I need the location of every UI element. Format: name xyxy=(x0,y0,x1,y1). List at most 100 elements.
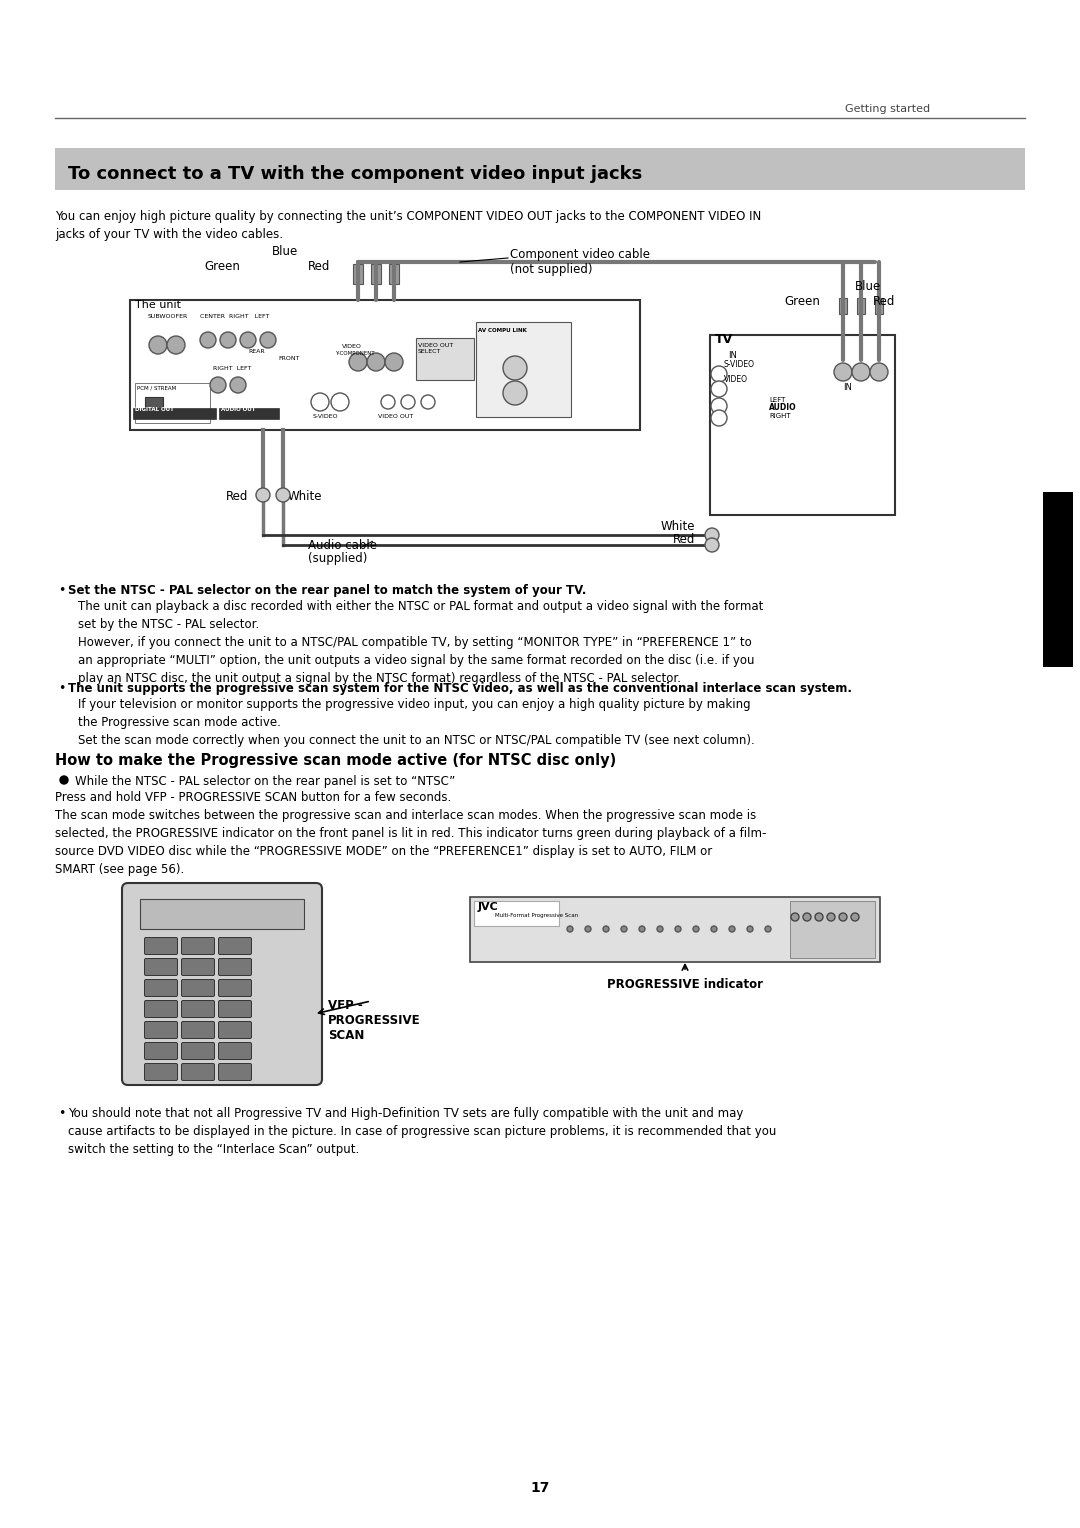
Circle shape xyxy=(711,367,727,382)
Circle shape xyxy=(675,926,681,932)
Circle shape xyxy=(621,926,627,932)
Circle shape xyxy=(711,926,717,932)
Text: Red: Red xyxy=(226,490,248,503)
Text: Y-COMPONENT: Y-COMPONENT xyxy=(335,351,375,356)
FancyBboxPatch shape xyxy=(181,938,215,955)
Bar xyxy=(219,408,279,419)
Circle shape xyxy=(260,332,276,348)
FancyBboxPatch shape xyxy=(181,1063,215,1080)
FancyBboxPatch shape xyxy=(145,979,177,996)
Bar xyxy=(133,408,216,419)
Text: Green: Green xyxy=(204,260,240,274)
Bar xyxy=(389,264,399,284)
Text: 17: 17 xyxy=(530,1481,550,1494)
Text: •: • xyxy=(58,681,66,695)
Text: Getting started: Getting started xyxy=(845,104,930,115)
Text: S-VIDEO: S-VIDEO xyxy=(724,361,755,368)
FancyBboxPatch shape xyxy=(145,1063,177,1080)
Circle shape xyxy=(60,776,68,784)
Circle shape xyxy=(827,914,835,921)
Text: REAR: REAR xyxy=(248,348,265,354)
Text: The unit can playback a disc recorded with either the NTSC or PAL format and out: The unit can playback a disc recorded wi… xyxy=(78,601,764,685)
Circle shape xyxy=(747,926,753,932)
Circle shape xyxy=(839,914,847,921)
Text: IN: IN xyxy=(728,351,737,361)
Text: SUBWOOFER: SUBWOOFER xyxy=(148,313,188,319)
Text: FRONT: FRONT xyxy=(278,356,299,361)
Circle shape xyxy=(421,396,435,410)
Text: Blue: Blue xyxy=(272,244,298,258)
Circle shape xyxy=(200,332,216,348)
Circle shape xyxy=(852,364,870,380)
Text: Component video cable: Component video cable xyxy=(510,248,650,261)
Text: AV COMPU LINK: AV COMPU LINK xyxy=(478,329,527,333)
Text: TV: TV xyxy=(715,333,733,345)
FancyBboxPatch shape xyxy=(145,1001,177,1018)
Circle shape xyxy=(870,364,888,380)
Text: JVC: JVC xyxy=(478,902,499,912)
Text: Blue: Blue xyxy=(855,280,881,293)
Circle shape xyxy=(256,487,270,503)
Text: CENTER  RIGHT   LEFT: CENTER RIGHT LEFT xyxy=(200,313,269,319)
Circle shape xyxy=(711,410,727,426)
Text: AUDIO: AUDIO xyxy=(769,403,797,413)
Text: •: • xyxy=(58,1106,66,1120)
Bar xyxy=(140,898,303,929)
FancyBboxPatch shape xyxy=(145,938,177,955)
Circle shape xyxy=(705,538,719,552)
Text: RIGHT  LEFT: RIGHT LEFT xyxy=(213,367,252,371)
Circle shape xyxy=(585,926,591,932)
Circle shape xyxy=(381,396,395,410)
Bar xyxy=(875,298,883,313)
Text: VFP -
PROGRESSIVE
SCAN: VFP - PROGRESSIVE SCAN xyxy=(328,999,420,1042)
Circle shape xyxy=(639,926,645,932)
Text: Red: Red xyxy=(308,260,330,274)
Text: VIDEO: VIDEO xyxy=(342,344,362,348)
Text: VIDEO: VIDEO xyxy=(724,374,748,384)
Text: VIDEO OUT: VIDEO OUT xyxy=(378,414,414,419)
FancyBboxPatch shape xyxy=(218,958,252,975)
FancyBboxPatch shape xyxy=(145,958,177,975)
Text: Multi-Format Progressive Scan: Multi-Format Progressive Scan xyxy=(495,914,578,918)
Circle shape xyxy=(167,336,185,354)
Circle shape xyxy=(729,926,735,932)
Bar xyxy=(145,397,163,410)
Circle shape xyxy=(804,914,811,921)
Text: RIGHT: RIGHT xyxy=(769,413,791,419)
Circle shape xyxy=(851,914,859,921)
FancyBboxPatch shape xyxy=(218,1001,252,1018)
Circle shape xyxy=(401,396,415,410)
Circle shape xyxy=(503,356,527,380)
Text: VIDEO OUT
SELECT: VIDEO OUT SELECT xyxy=(418,342,454,354)
Text: The unit supports the progressive scan system for the NTSC video, as well as the: The unit supports the progressive scan s… xyxy=(68,681,852,695)
FancyBboxPatch shape xyxy=(218,938,252,955)
FancyBboxPatch shape xyxy=(218,1063,252,1080)
Bar xyxy=(416,338,474,380)
FancyBboxPatch shape xyxy=(218,1022,252,1039)
Circle shape xyxy=(210,377,226,393)
Bar xyxy=(858,298,865,313)
Circle shape xyxy=(384,353,403,371)
FancyBboxPatch shape xyxy=(181,958,215,975)
Text: Audio cable: Audio cable xyxy=(308,539,377,552)
Bar xyxy=(353,264,363,284)
Text: Red: Red xyxy=(873,295,895,309)
Text: (supplied): (supplied) xyxy=(308,552,367,565)
FancyBboxPatch shape xyxy=(145,1022,177,1039)
Text: PCM / STREAM: PCM / STREAM xyxy=(137,385,176,390)
Bar xyxy=(130,299,640,429)
Circle shape xyxy=(765,926,771,932)
Circle shape xyxy=(149,336,167,354)
FancyBboxPatch shape xyxy=(218,979,252,996)
Bar xyxy=(789,902,875,958)
FancyBboxPatch shape xyxy=(122,883,322,1085)
Circle shape xyxy=(657,926,663,932)
Circle shape xyxy=(567,926,573,932)
Text: Red: Red xyxy=(673,533,696,545)
Circle shape xyxy=(503,380,527,405)
Text: White: White xyxy=(288,490,323,503)
Text: (not supplied): (not supplied) xyxy=(510,263,593,277)
Circle shape xyxy=(311,393,329,411)
FancyBboxPatch shape xyxy=(181,1001,215,1018)
Circle shape xyxy=(367,353,384,371)
